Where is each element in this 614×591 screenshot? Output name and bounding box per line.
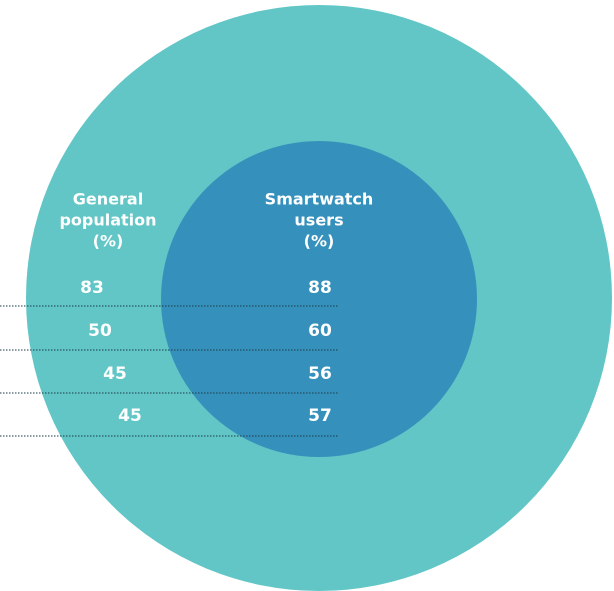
column-header: population <box>59 211 156 230</box>
value: 45 <box>103 364 127 384</box>
value: 56 <box>308 364 332 384</box>
column-header: users <box>294 211 343 230</box>
value: 83 <box>80 278 104 298</box>
inner-circle <box>161 141 477 457</box>
value: 50 <box>88 321 112 341</box>
value: 88 <box>308 278 332 298</box>
column-header: General <box>73 190 143 209</box>
column-header: Smartwatch <box>265 190 374 209</box>
value: 45 <box>118 406 142 426</box>
column-header: (%) <box>304 232 335 251</box>
value: 60 <box>308 321 332 341</box>
column-header: (%) <box>93 232 124 251</box>
separators <box>0 305 338 437</box>
value: 57 <box>308 406 332 426</box>
